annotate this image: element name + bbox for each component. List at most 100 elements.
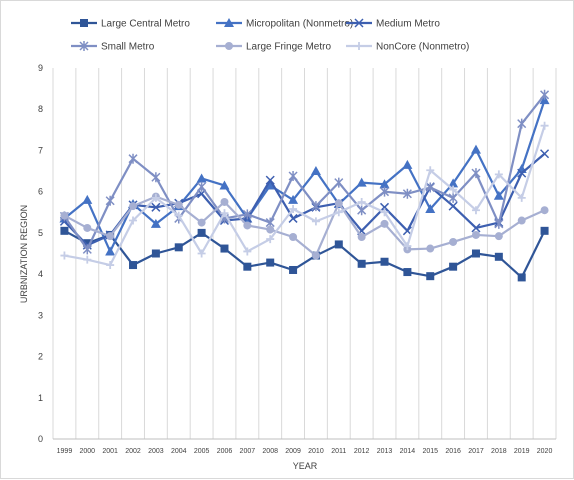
data-point [380, 219, 389, 228]
series-noncore-nonmetro [60, 121, 549, 270]
data-point [379, 186, 390, 197]
series-lines [59, 89, 550, 282]
x-tick-label: 2004 [171, 448, 187, 455]
x-axis-title: YEAR [293, 461, 318, 471]
legend-item: Micropolitan (Nonmetro) [216, 18, 353, 30]
series-line [63, 195, 546, 257]
data-point [425, 203, 436, 213]
data-point [243, 262, 252, 271]
data-point [151, 249, 160, 258]
data-point [106, 261, 115, 270]
data-point [60, 211, 69, 220]
legend-swatch-marker [354, 18, 364, 28]
legend-label: Small Metro [101, 42, 155, 53]
data-point [288, 213, 298, 223]
data-point [494, 252, 503, 261]
data-point [151, 202, 161, 212]
legend-item: Large Fringe Metro [216, 42, 331, 53]
data-point [265, 180, 276, 190]
y-tick-label: 9 [38, 63, 43, 73]
data-point [243, 221, 252, 230]
data-point [220, 244, 229, 253]
data-point [289, 265, 298, 274]
x-tick-label: 2018 [491, 448, 507, 455]
x-tick-label: 2005 [194, 448, 210, 455]
series-line [63, 152, 546, 247]
data-point [379, 179, 390, 189]
data-point [494, 170, 503, 179]
data-point [106, 232, 115, 241]
data-point [82, 194, 93, 204]
data-point [517, 168, 527, 178]
legend: Large Central Metro Micropolitan (Nonmetr… [71, 18, 469, 53]
data-point [380, 208, 389, 217]
x-tick-label: 2012 [354, 448, 370, 455]
data-point [426, 166, 435, 175]
data-point [494, 218, 504, 229]
data-point [540, 206, 549, 215]
data-point [311, 201, 321, 212]
data-point [288, 194, 299, 204]
x-tick-label: 2019 [514, 448, 530, 455]
data-point [402, 159, 413, 169]
data-point [129, 202, 138, 211]
data-point [540, 226, 549, 235]
legend-swatch-marker [355, 42, 363, 50]
y-tick-label: 8 [38, 104, 43, 114]
data-point [540, 149, 550, 159]
x-tick-label: 2009 [285, 448, 301, 455]
data-point [150, 218, 161, 228]
series-line [63, 229, 546, 279]
data-point [425, 182, 435, 193]
x-tick-label: 2013 [377, 448, 393, 455]
y-tick-label: 7 [38, 145, 43, 155]
legend-label: Medium Metro [376, 19, 440, 30]
legend-label: Micropolitan (Nonmetro) [246, 19, 353, 30]
data-point [471, 223, 481, 233]
y-axis-title: URBNIZATION REGION [19, 205, 29, 303]
series-small-metro [59, 89, 550, 255]
x-tick-label: 2020 [537, 448, 553, 455]
data-point [517, 216, 526, 225]
data-point [60, 226, 69, 235]
data-point [357, 259, 366, 268]
data-point [402, 188, 412, 199]
data-point [129, 216, 138, 225]
data-point [357, 205, 367, 216]
x-tick-label: 2006 [217, 448, 233, 455]
data-point [516, 163, 527, 173]
x-tick-label: 2014 [400, 448, 416, 455]
data-point [448, 201, 458, 211]
legend-item: Large Central Metro [71, 19, 190, 30]
data-point [540, 121, 549, 130]
data-point [310, 166, 321, 176]
y-tick-label: 6 [38, 187, 43, 197]
x-axis-ticks: 1999 2000 2001 2002 2003 2004 2005 2006 2007 2008… [57, 448, 553, 455]
legend-swatch-marker [224, 18, 234, 27]
y-tick-label: 5 [38, 228, 43, 238]
legend-item: NonCore (Nonmetro) [346, 42, 469, 53]
data-point [196, 173, 207, 183]
x-tick-label: 2016 [445, 448, 461, 455]
data-point [288, 171, 298, 182]
x-tick-label: 2000 [80, 448, 96, 455]
data-point [128, 153, 138, 164]
data-point [448, 178, 459, 188]
data-point [220, 197, 229, 206]
data-point [311, 251, 320, 260]
data-point [265, 175, 275, 185]
y-tick-label: 4 [38, 269, 43, 279]
data-point [219, 180, 230, 190]
y-tick-label: 3 [38, 310, 43, 320]
data-point [105, 195, 115, 206]
legend-item: Medium Metro [346, 18, 440, 30]
data-point [470, 144, 481, 154]
data-point [426, 272, 435, 281]
legend-item: Small Metro [71, 41, 155, 53]
data-point [129, 261, 138, 270]
data-point [311, 217, 320, 226]
data-point [517, 118, 527, 129]
data-point [471, 206, 480, 215]
x-tick-label: 2015 [422, 448, 438, 455]
data-point [449, 237, 458, 246]
